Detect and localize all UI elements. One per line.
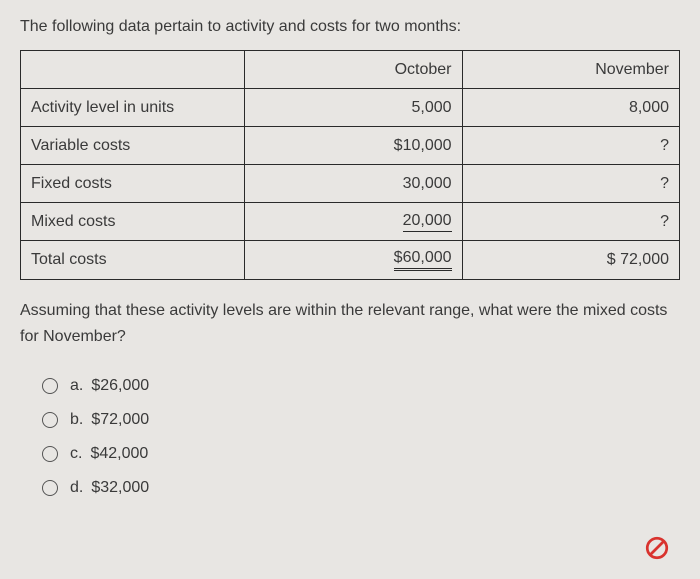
row-label: Activity level in units xyxy=(21,89,245,127)
header-blank xyxy=(21,51,245,89)
radio-icon[interactable] xyxy=(42,480,58,496)
cell-nov: ? xyxy=(462,127,679,165)
table-row: Total costs $60,000 $ 72,000 xyxy=(21,241,680,280)
prohibit-icon xyxy=(644,535,670,561)
table-header-row: October November xyxy=(21,51,680,89)
option-a[interactable]: a. $26,000 xyxy=(42,377,680,395)
row-label: Fixed costs xyxy=(21,165,245,203)
option-letter: a. xyxy=(70,377,83,395)
cell-nov: $ 72,000 xyxy=(462,241,679,280)
radio-icon[interactable] xyxy=(42,412,58,428)
data-table: October November Activity level in units… xyxy=(20,50,680,280)
option-text: $72,000 xyxy=(91,411,149,429)
options-group: a. $26,000 b. $72,000 c. $42,000 d. $32,… xyxy=(20,377,680,497)
option-d[interactable]: d. $32,000 xyxy=(42,479,680,497)
cell-nov: ? xyxy=(462,203,679,241)
option-letter: d. xyxy=(70,479,83,497)
option-letter: b. xyxy=(70,411,83,429)
table-row: Variable costs $10,000 ? xyxy=(21,127,680,165)
cell-oct: 30,000 xyxy=(245,165,462,203)
option-c[interactable]: c. $42,000 xyxy=(42,445,680,463)
underlined-value: 20,000 xyxy=(403,212,452,232)
option-letter: c. xyxy=(70,445,82,463)
option-text: $32,000 xyxy=(91,479,149,497)
table-row: Fixed costs 30,000 ? xyxy=(21,165,680,203)
intro-text: The following data pertain to activity a… xyxy=(20,18,680,36)
cell-oct: 20,000 xyxy=(245,203,462,241)
header-november: November xyxy=(462,51,679,89)
radio-icon[interactable] xyxy=(42,378,58,394)
table-row: Mixed costs 20,000 ? xyxy=(21,203,680,241)
row-label: Variable costs xyxy=(21,127,245,165)
option-b[interactable]: b. $72,000 xyxy=(42,411,680,429)
question-text: Assuming that these activity levels are … xyxy=(20,298,680,349)
row-label: Total costs xyxy=(21,241,245,280)
cell-oct: 5,000 xyxy=(245,89,462,127)
total-value: $60,000 xyxy=(394,249,452,271)
cell-oct: $60,000 xyxy=(245,241,462,280)
option-text: $26,000 xyxy=(91,377,149,395)
table-row: Activity level in units 5,000 8,000 xyxy=(21,89,680,127)
cell-nov: 8,000 xyxy=(462,89,679,127)
row-label: Mixed costs xyxy=(21,203,245,241)
cell-nov: ? xyxy=(462,165,679,203)
cell-oct: $10,000 xyxy=(245,127,462,165)
radio-icon[interactable] xyxy=(42,446,58,462)
option-text: $42,000 xyxy=(90,445,148,463)
header-october: October xyxy=(245,51,462,89)
